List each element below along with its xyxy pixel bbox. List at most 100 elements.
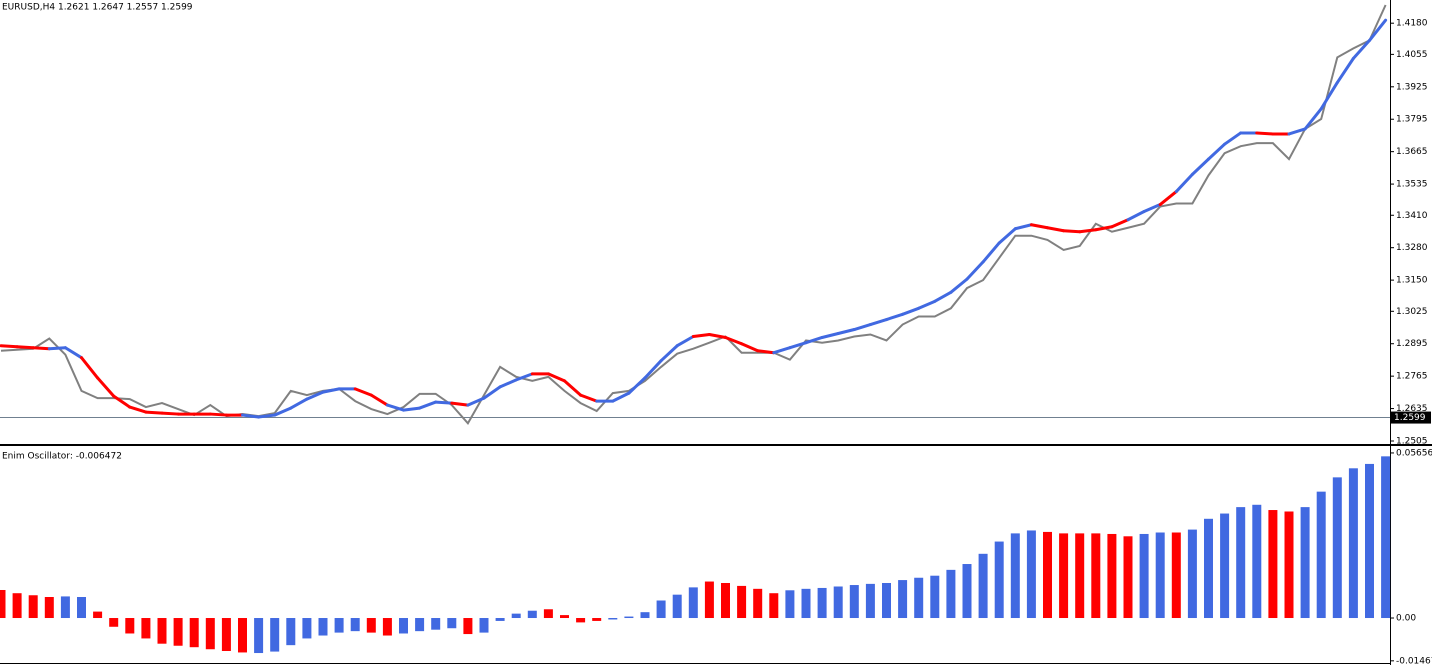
ma-segment — [1319, 81, 1339, 111]
oscillator-bar — [1043, 531, 1052, 619]
oscillator-bar — [0, 589, 6, 619]
oscillator-bar — [318, 618, 328, 636]
oscillator-bar — [1026, 530, 1036, 619]
ma-segment — [1046, 226, 1066, 233]
ma-segment — [756, 349, 776, 355]
oscillator-bar — [1220, 513, 1230, 619]
oscillator-bar — [1365, 463, 1374, 619]
oscillator-bar — [688, 587, 698, 619]
oscillator-bar — [1155, 532, 1165, 619]
oscillator-bar — [640, 612, 650, 619]
oscillator-bar — [12, 593, 22, 619]
y-tick-label: 1.2765 — [1396, 372, 1428, 382]
y-tick-label: 1.2635 — [1396, 404, 1428, 414]
ma-segment — [1110, 218, 1130, 229]
ma-segment — [96, 376, 116, 398]
oscillator-bar — [511, 613, 521, 619]
oscillator-bar — [560, 615, 569, 619]
ma-segment — [804, 335, 824, 345]
oscillator-bar — [865, 583, 875, 619]
ma-segment — [514, 372, 534, 382]
oscillator-bar — [1139, 533, 1149, 619]
oscillator-bar — [382, 618, 392, 636]
ma-segment — [1142, 203, 1162, 214]
oscillator-bar — [1123, 536, 1133, 619]
oscillator-bar — [1316, 491, 1326, 619]
ma-segment — [418, 400, 438, 410]
oscillator-bar — [221, 618, 231, 651]
oscillator-bar — [286, 618, 296, 646]
ma-segment — [0, 344, 19, 349]
oscillator-bar — [1268, 510, 1278, 619]
oscillator-bar — [479, 618, 489, 633]
ma-segment — [15, 345, 35, 350]
ma-segment — [160, 411, 180, 416]
ma-segment — [273, 406, 293, 417]
oscillator-bar — [28, 595, 38, 619]
ma-segment — [724, 335, 744, 346]
oscillator-bar — [704, 581, 714, 619]
oscillator-bar — [399, 618, 408, 634]
oscillator-bar — [624, 616, 634, 619]
y-tick-label: 1.3410 — [1396, 211, 1428, 221]
ma-segment — [643, 359, 663, 380]
ma-segment — [1029, 223, 1049, 230]
ma-segment — [289, 397, 309, 410]
oscillator-bar — [1332, 477, 1342, 619]
last-price-label: 1.2599 — [1394, 413, 1426, 423]
ma-segment — [707, 332, 727, 339]
oscillator-bar — [785, 590, 795, 619]
oscillator-bar — [946, 569, 956, 619]
ma-segment — [498, 378, 518, 389]
oscillator-bar — [334, 618, 344, 633]
oscillator-bar — [1348, 468, 1358, 619]
oscillator-bar — [1252, 504, 1262, 619]
ma-segment — [257, 413, 277, 419]
ma-segment — [1013, 223, 1033, 231]
ma-segment — [402, 406, 422, 412]
ma-segment — [385, 403, 405, 412]
ma-segment — [466, 396, 486, 407]
ma-segment — [1255, 131, 1275, 136]
ma-segment — [1207, 142, 1227, 161]
ma-segment — [369, 393, 389, 407]
oscillator-bar — [1300, 507, 1310, 619]
y-tick-label: 1.3795 — [1396, 115, 1428, 125]
oscillator-bar — [189, 618, 199, 648]
ma-segment — [450, 401, 470, 407]
oscillator-bar — [608, 618, 618, 620]
oscillator-bar — [350, 618, 360, 632]
oscillator-bar — [1381, 456, 1391, 619]
oscillator-bar — [962, 564, 972, 619]
oscillator-bar — [1187, 529, 1197, 619]
ma-segment — [434, 400, 454, 405]
oscillator-bar — [125, 618, 135, 634]
oscillator-bar — [753, 588, 763, 619]
y-tick-label: 1.3665 — [1396, 147, 1428, 157]
oscillator-bar — [157, 618, 167, 644]
oscillator-bar — [173, 618, 183, 646]
ma-segment — [1335, 56, 1355, 85]
oscillator-bar — [447, 618, 457, 629]
oscillator-bar — [592, 618, 602, 621]
oscillator-bar — [463, 618, 473, 635]
ma-segment — [1303, 107, 1323, 131]
ma-segment — [144, 410, 164, 415]
chart-title: EURUSD,H4 1.2621 1.2647 1.2557 1.2599 — [2, 3, 193, 13]
oscillator-bar — [141, 618, 151, 639]
ma-segment — [1287, 127, 1307, 136]
ma-segment — [691, 332, 711, 338]
oscillator-bar — [60, 596, 70, 619]
ma-segment — [1126, 210, 1146, 222]
y-tick-label: 1.2895 — [1396, 339, 1428, 349]
ma-segment — [1351, 38, 1371, 60]
ma-segment — [772, 346, 792, 355]
oscillator-bar — [254, 618, 264, 654]
y-tick-label: 1.4055 — [1396, 50, 1428, 60]
oscillator-bar — [849, 585, 859, 619]
oscillator-bar — [1091, 533, 1101, 619]
ma-segment — [112, 394, 132, 409]
ma-segment — [740, 342, 760, 353]
ma-segment — [1368, 18, 1388, 42]
oscillator-bar — [737, 585, 747, 619]
